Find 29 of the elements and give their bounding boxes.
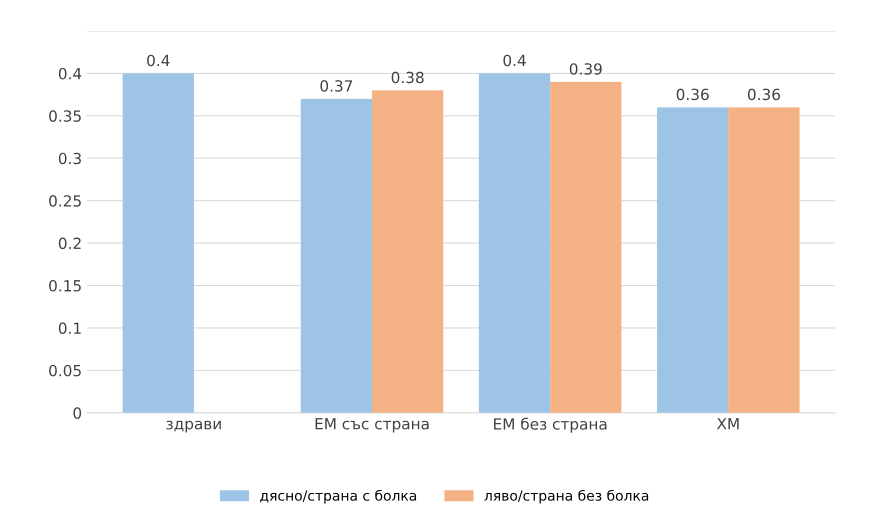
- bar: [122, 73, 194, 413]
- bar: [478, 73, 550, 413]
- bar: [550, 82, 622, 413]
- data-label: 0.36: [676, 88, 709, 100]
- data-label: 0.39: [570, 63, 602, 75]
- bar: [728, 107, 800, 413]
- y-tick-label: 0.05: [49, 364, 81, 376]
- x-tick-label: здрави: [166, 420, 221, 432]
- y-tick-label: 0: [73, 407, 82, 419]
- y-tick-label: 0.2: [58, 238, 81, 250]
- y-tick-label: 0.3: [58, 152, 81, 164]
- bar: [372, 90, 444, 413]
- data-label: 0.36: [748, 88, 780, 100]
- bar: [657, 107, 728, 413]
- data-label: 0.38: [392, 72, 424, 84]
- x-tick-label: ХМ: [716, 418, 739, 430]
- data-label: 0.37: [320, 80, 352, 92]
- data-label: 0.4: [147, 54, 170, 66]
- data-label: 0.4: [503, 54, 526, 66]
- y-tick-label: 0.4: [58, 68, 82, 80]
- y-tick-label: 0.35: [49, 110, 81, 122]
- bar: [300, 98, 372, 413]
- legend-label: дясно/страна с болка: [260, 490, 416, 504]
- x-tick-label: ЕМ без страна: [494, 418, 606, 433]
- y-tick-label: 0.1: [58, 322, 81, 334]
- y-tick-label: 0.15: [49, 280, 81, 292]
- y-tick-label: 0.25: [49, 195, 81, 207]
- x-tick-label: ЕМ със страна: [316, 418, 429, 432]
- legend-label: ляво/страна без болка: [484, 490, 648, 504]
